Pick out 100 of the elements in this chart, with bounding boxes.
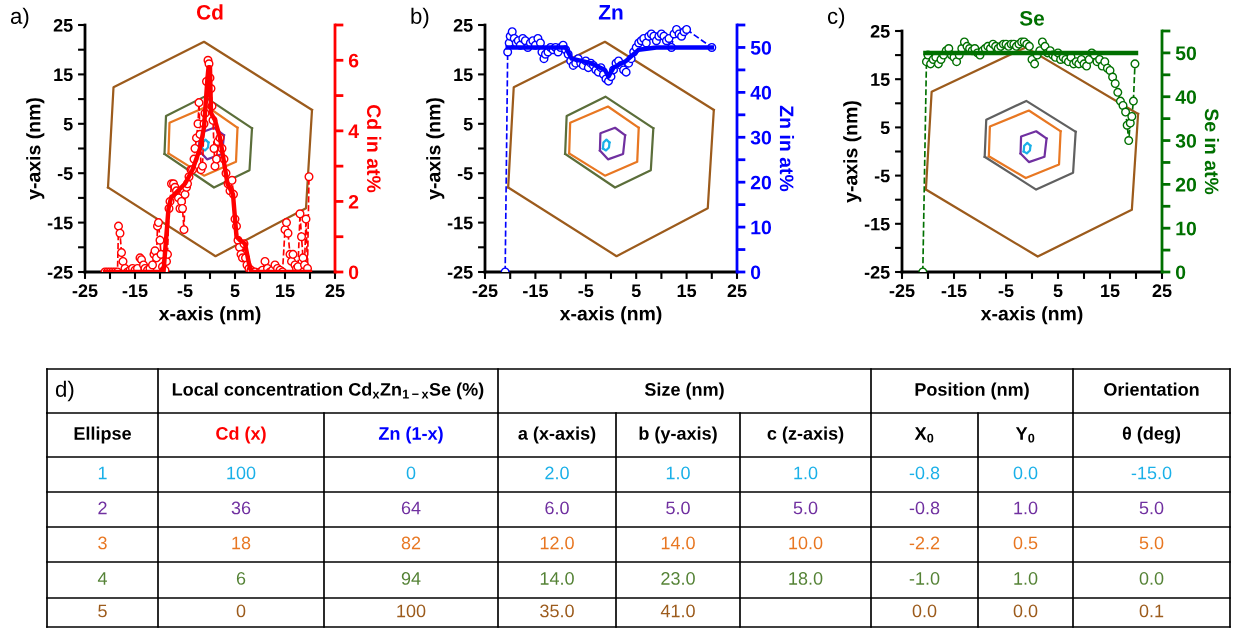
x-tick-label: 25 [325,284,345,298]
y-tick-label: 15 [54,68,73,82]
data-label: 14.0 [540,572,574,585]
y2-tick-label: 10 [1176,221,1197,236]
x-tick-label: 5 [230,284,240,298]
y-tick-label: -15 [447,216,473,230]
x-tick-label: X$_{0}$ [914,427,934,443]
x-tick-label: Cd (x) [216,426,266,444]
y2-tick-label: 40 [750,85,772,100]
data-label: 0 [236,604,246,618]
y-tick-label: -5 [57,167,73,180]
y2-tick-label: 20 [750,175,772,190]
data-label: 82 [401,536,421,550]
x-tick-label: 25 [727,284,747,298]
y-tick-label: 5 [63,117,73,131]
y-tick-label: -5 [457,167,473,180]
data-label: 36 [231,501,251,515]
data-label: 0.5 [1013,536,1038,550]
y-tick-label: 15 [871,73,890,86]
y-tick-label: 1 [98,466,107,480]
x-tick-label: Zn (1-x) [378,426,443,444]
text: Size (nm) [644,382,724,400]
data-label: -15.0 [1131,466,1172,480]
chart-title: Se [1019,10,1045,26]
y-axis-title: Ellipse [74,426,131,444]
chart-title: Zn [598,5,623,20]
data-label: 0 [406,466,416,480]
data-label: 2.0 [545,466,569,480]
y-tick-label: 3 [98,536,107,550]
data-label: 94 [401,572,421,585]
data-label: 41.0 [660,604,695,618]
x-tick-label: θ (deg) [1122,426,1181,444]
x-tick-label: 5 [631,284,641,298]
y2-tick-label: 10 [751,220,772,235]
y-tick-label: 5 [463,117,473,131]
y-axis-title: y-axis (nm) [26,98,45,200]
x-tick-label: -15 [122,284,148,298]
y2-tick-label: 0 [1175,265,1186,280]
x-axis-title: x-axis (nm) [158,306,261,325]
y-tick-label: 15 [454,68,473,82]
y2-tick-label: 50 [1175,46,1197,61]
y-tick-label: 25 [870,24,890,38]
data-label: 18.0 [789,572,823,585]
data-label: 1.0 [666,466,690,480]
x-tick-label: c (z-axis) [767,426,844,444]
chart-title: Cd [196,4,223,20]
data-label: 10.0 [789,536,823,550]
x-tick-label: -25 [472,284,498,298]
y-tick-label: -25 [447,265,473,279]
x-tick-label: -25 [72,284,98,298]
y2-tick-label: 30 [1175,134,1197,148]
data-label: 1.0 [1014,572,1038,585]
data-label: 0.0 [912,604,937,618]
y-tick-label: -15 [864,217,890,231]
data-label: 18 [232,536,251,550]
y-tick-label: 25 [453,18,473,32]
x-tick-label: 5 [1053,284,1063,298]
chart-title: d) [55,380,74,402]
x-tick-label: -15 [523,284,548,298]
text: Local concentration Cd$_{x}$Zn$_{1−x}$Se (%) [172,382,484,400]
y2-axis-title: Zn in at% [779,105,795,192]
x-tick-label: -25 [889,284,915,298]
data-label: 1.0 [1014,501,1038,515]
data-label: -0.8 [909,501,940,515]
data-label: -0.8 [909,466,940,480]
y-tick-label: -25 [864,265,890,279]
data-label: 0.0 [1013,604,1038,618]
y-tick-label: 5 [98,604,107,618]
y2-tick-label: 30 [750,130,772,145]
data-label: 100 [397,604,426,618]
y-tick-label: -25 [47,265,73,279]
y2-axis-title: Se in at% [1204,108,1220,195]
y2-tick-label: 40 [1175,90,1197,104]
x-tick-label: b (y-axis) [639,426,717,444]
y2-tick-label: 0 [750,265,761,280]
y2-tick-label: 2 [348,194,359,209]
y-tick-label: -15 [47,216,73,230]
data-label: 0.1 [1139,604,1164,618]
data-label: 35.0 [540,604,574,618]
data-label: 5.0 [793,501,818,515]
text: c) [827,7,845,29]
data-label: 100 [227,466,256,480]
data-label: 5.0 [1139,501,1164,515]
data-label: 6 [236,572,246,585]
y-tick-label: 2 [98,501,107,515]
x-axis-title: x-axis (nm) [980,306,1083,325]
x-tick-label: 15 [1101,284,1120,298]
x-axis-title: x-axis (nm) [559,306,662,325]
y2-tick-label: 0 [348,265,359,280]
y-axis-title: y-axis (nm) [843,101,862,203]
x-tick-label: Y$_{0}$ [1015,427,1035,443]
data-label: 23.0 [661,572,695,585]
y-tick-label: 4 [97,572,107,585]
x-tick-label: 15 [677,284,697,298]
y2-tick-label: 6 [348,53,359,68]
data-label: 0.0 [1139,572,1164,585]
text: b) [411,7,429,29]
data-label: 14.0 [661,536,695,550]
data-label: 5.0 [1139,536,1164,550]
x-tick-label: -5 [177,284,193,298]
